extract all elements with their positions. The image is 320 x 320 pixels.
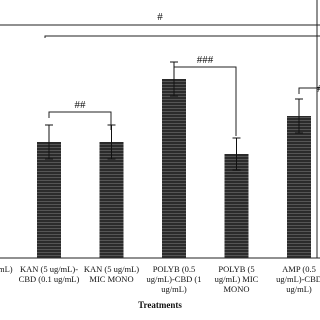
error-bar bbox=[170, 61, 178, 97]
x-axis-title: Treatments bbox=[138, 300, 182, 310]
x-tick-label: POLYB (0.5 ug/mL)-CBD (1 ug/mL) bbox=[146, 264, 202, 294]
bar bbox=[287, 116, 311, 258]
error-bar bbox=[295, 98, 303, 134]
bar bbox=[162, 79, 186, 258]
x-tick-label: AMP (0.5 ug/mL)-CBD ug/mL) bbox=[276, 264, 320, 294]
bar bbox=[224, 154, 249, 258]
x-tick-label: mL) bbox=[0, 264, 13, 274]
x-tick-label: KAN (5 ug/mL) MIC MONO bbox=[83, 264, 140, 284]
error-bar bbox=[45, 124, 53, 160]
error-bar bbox=[107, 124, 116, 160]
error-bar bbox=[232, 137, 241, 171]
bar bbox=[99, 142, 124, 258]
annotation: ## bbox=[75, 99, 87, 111]
annotation: # bbox=[317, 83, 320, 95]
bar bbox=[37, 142, 61, 258]
x-tick-label: POLYB (5 ug/mL) MIC MONO bbox=[214, 264, 259, 294]
bracket bbox=[44, 35, 320, 38]
annotation: ### bbox=[197, 54, 214, 66]
bracket bbox=[298, 87, 320, 94]
bracket bbox=[48, 111, 112, 130]
x-tick-label: KAN (5 ug/mL)-CBD (0.1 ug/mL) bbox=[18, 264, 80, 284]
annotation: # bbox=[157, 11, 163, 23]
